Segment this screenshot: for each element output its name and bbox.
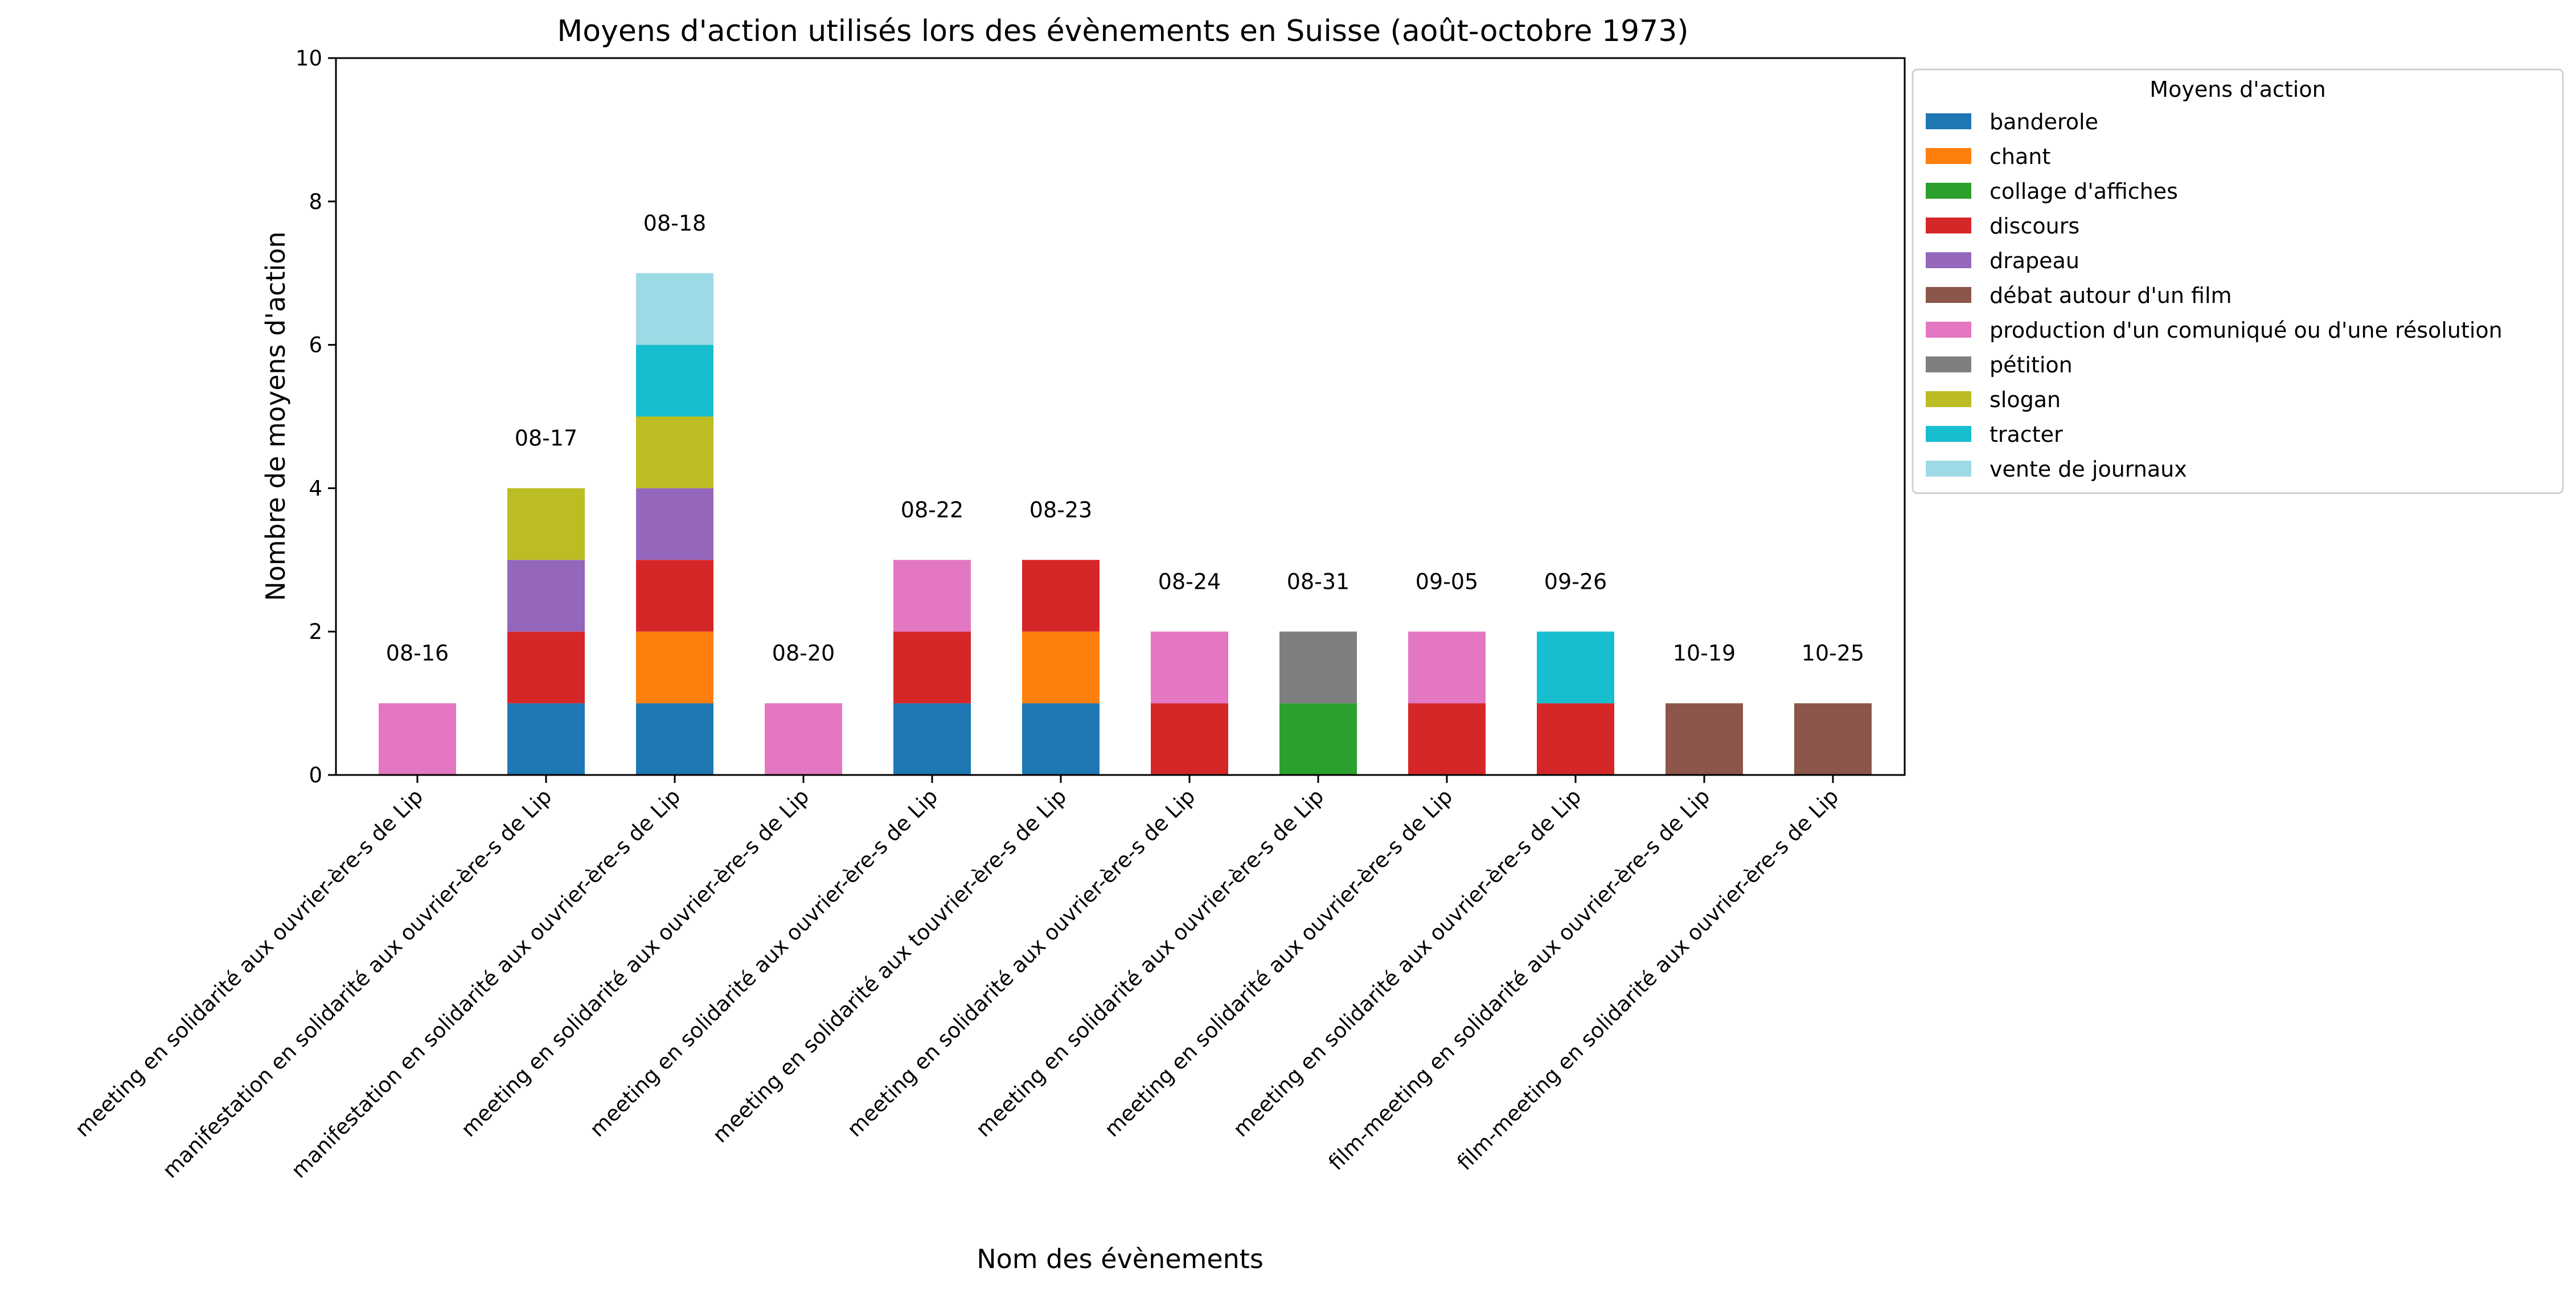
date-label-2: 08-18: [643, 211, 706, 236]
bar-segment-5-3: [1022, 560, 1100, 632]
date-label-11: 10-25: [1802, 641, 1864, 666]
date-label-8: 09-05: [1416, 569, 1478, 594]
bar-segment-2-4: [636, 488, 713, 560]
legend-swatch-1: [1926, 148, 1971, 164]
plot-area-frame: [335, 57, 1906, 776]
bar-segment-3-6: [765, 703, 842, 775]
y-tick-label-4: 8: [309, 190, 322, 214]
legend-swatch-8: [1926, 391, 1971, 407]
x-axis-label: Nom des évènements: [977, 1244, 1264, 1274]
legend-label-5: débat autour d'un film: [1990, 283, 2232, 308]
legend-swatch-9: [1926, 426, 1971, 442]
bar-segment-7-7: [1279, 631, 1357, 704]
bar-segment-4-0: [893, 703, 971, 775]
bar-segment-11-5: [1794, 703, 1872, 775]
date-label-9: 09-26: [1544, 569, 1607, 594]
bar-segment-1-0: [507, 703, 585, 775]
bar-segment-2-3: [636, 560, 713, 632]
y-tick-label-2: 4: [309, 476, 322, 501]
legend-frame: [1912, 68, 2564, 494]
date-label-1: 08-17: [515, 425, 577, 450]
date-label-0: 08-16: [386, 641, 449, 666]
legend-label-8: slogan: [1990, 387, 2061, 412]
legend-label-7: pétition: [1990, 352, 2073, 378]
legend-label-2: collage d'affiches: [1990, 179, 2178, 204]
legend-swatch-7: [1926, 356, 1971, 372]
date-label-6: 08-24: [1158, 569, 1221, 594]
y-axis-label: Nombre de moyens d'action: [260, 231, 291, 601]
bars-layer: 08-16 08-17 08-18 08-20 08-22 08-23 08-24 08-31…: [379, 211, 1872, 775]
date-label-5: 08-23: [1029, 497, 1092, 522]
legend: Moyens d'action banderole chant collage d'…: [1912, 68, 2564, 494]
legend-label-0: banderole: [1990, 109, 2098, 134]
bar-segment-7-2: [1279, 703, 1357, 775]
bar-segment-1-8: [507, 488, 585, 560]
bar-segment-2-9: [636, 344, 713, 417]
bar-segment-2-0: [636, 703, 713, 775]
bar-segment-9-3: [1537, 703, 1614, 775]
legend-title: Moyens d'action: [2150, 77, 2325, 102]
chart-title: Moyens d'action utilisés lors des évènem…: [557, 14, 1688, 48]
legend-label-6: production d'un comuniqué ou d'une résol…: [1990, 318, 2503, 343]
legend-swatch-0: [1926, 113, 1971, 129]
y-tick-label-0: 0: [309, 763, 322, 787]
bar-segment-8-3: [1408, 703, 1486, 775]
bar-segment-10-5: [1666, 703, 1743, 775]
legend-swatch-6: [1926, 322, 1971, 338]
legend-swatch-4: [1926, 252, 1971, 268]
bar-segment-0-6: [379, 703, 456, 775]
y-tick-label-1: 2: [309, 620, 322, 644]
legend-label-1: chant: [1990, 144, 2050, 169]
bar-segment-2-8: [636, 416, 713, 489]
bar-segment-6-6: [1151, 631, 1228, 704]
bar-segment-4-6: [893, 560, 971, 632]
bar-segment-8-6: [1408, 631, 1486, 704]
legend-label-3: discours: [1990, 214, 2079, 239]
legend-label-9: tracter: [1990, 422, 2063, 447]
legend-swatch-5: [1926, 287, 1971, 303]
legend-label-10: vente de journaux: [1990, 457, 2187, 482]
date-label-4: 08-22: [901, 497, 963, 522]
legend-label-4: drapeau: [1990, 248, 2079, 273]
legend-swatch-3: [1926, 218, 1971, 233]
date-label-7: 08-31: [1287, 569, 1349, 594]
bar-segment-1-3: [507, 631, 585, 704]
x-axis: meeting en solidarité aux ouvrier-ère-s …: [70, 775, 1843, 1183]
bar-segment-4-3: [893, 631, 971, 704]
bar-segment-2-1: [636, 631, 713, 704]
date-label-10: 10-19: [1673, 641, 1736, 666]
bar-segment-6-3: [1151, 703, 1228, 775]
legend-swatch-10: [1926, 461, 1971, 477]
bar-segment-1-4: [507, 560, 585, 632]
bar-segment-5-0: [1022, 703, 1100, 775]
date-label-3: 08-20: [772, 641, 835, 666]
y-tick-label-5: 10: [296, 46, 322, 71]
bar-segment-9-9: [1537, 631, 1614, 704]
y-tick-label-3: 6: [309, 333, 322, 358]
legend-swatch-2: [1926, 183, 1971, 199]
bar-segment-5-1: [1022, 631, 1100, 704]
bar-segment-2-10: [636, 273, 713, 345]
y-axis: 0 2 4 6 8 10: [296, 46, 336, 787]
